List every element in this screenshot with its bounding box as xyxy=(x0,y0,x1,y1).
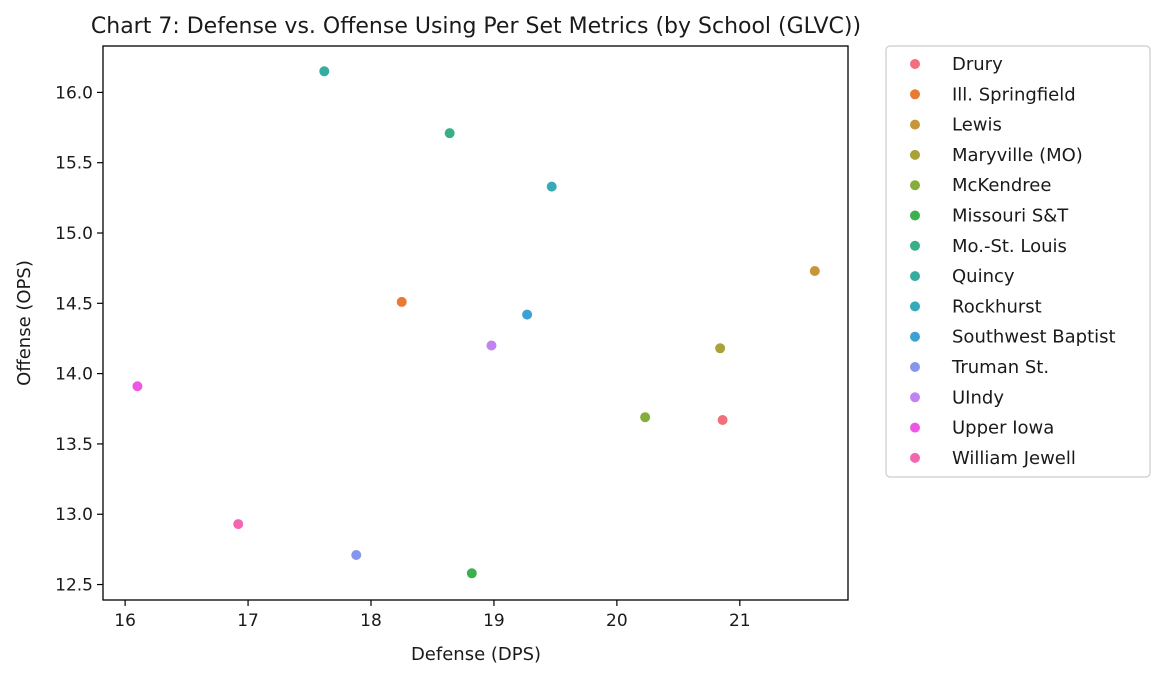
legend-label: McKendree xyxy=(952,175,1051,196)
x-tick-label: 17 xyxy=(237,611,259,631)
legend-marker xyxy=(909,179,921,191)
legend-marker xyxy=(909,240,921,252)
y-tick-label: 14.5 xyxy=(55,294,93,314)
legend-label: Mo.-St. Louis xyxy=(952,236,1067,257)
data-point xyxy=(639,411,651,423)
y-tick-label: 12.5 xyxy=(55,576,93,596)
data-point xyxy=(485,339,498,352)
x-axis-label: Defense (DPS) xyxy=(411,644,541,665)
plot-frame xyxy=(102,45,849,601)
y-tick-label: 13.0 xyxy=(55,505,93,525)
legend-marker xyxy=(909,361,921,373)
x-tick-label: 16 xyxy=(114,611,136,631)
x-tick-label: 18 xyxy=(360,611,382,631)
legend-label: Quincy xyxy=(952,266,1015,287)
data-point xyxy=(396,296,408,308)
legend-label: Ill. Springfield xyxy=(952,84,1076,105)
legend-label: Maryville (MO) xyxy=(952,145,1083,166)
y-tick-label: 13.5 xyxy=(55,435,93,455)
legend-label: Upper Iowa xyxy=(952,418,1054,439)
data-point xyxy=(546,181,558,193)
data-points xyxy=(131,65,821,579)
legend-label: Rockhurst xyxy=(952,296,1042,317)
y-tick-label: 16.0 xyxy=(55,83,93,103)
data-point xyxy=(521,308,533,321)
legend-marker xyxy=(909,149,921,161)
x-axis-ticks: 16 17 18 19 20 21 xyxy=(114,600,751,631)
y-axis-ticks: 12.5 13.0 13.5 14.0 14.5 15.0 15.5 16.0 xyxy=(55,83,103,596)
legend-marker xyxy=(909,331,921,343)
legend-label: Missouri S&T xyxy=(952,206,1069,227)
legend: Drury Ill. Springfield Lewis Maryville (MO)… xyxy=(885,45,1151,478)
legend-items: Drury Ill. Springfield Lewis Maryville (MO)… xyxy=(909,54,1116,469)
legend-marker xyxy=(909,118,921,131)
data-point xyxy=(466,567,478,579)
y-tick-label: 15.5 xyxy=(55,154,93,174)
legend-label: UIndy xyxy=(952,387,1004,408)
data-point xyxy=(131,380,144,392)
legend-label: Southwest Baptist xyxy=(952,327,1116,348)
legend-marker xyxy=(909,452,921,464)
legend-marker xyxy=(909,391,921,403)
plot-area: 16 17 18 19 20 21 12.5 13.0 13.5 14.0 14.5 15.0 15.… xyxy=(55,45,849,631)
x-tick-label: 19 xyxy=(483,611,505,631)
chart-title: Chart 7: Defense vs. Offense Using Per S… xyxy=(91,14,861,39)
data-point xyxy=(318,65,330,77)
x-tick-label: 20 xyxy=(606,611,628,631)
data-point xyxy=(232,518,244,530)
data-point xyxy=(717,414,729,426)
y-axis-label: Offense (OPS) xyxy=(14,260,35,386)
legend-marker xyxy=(909,270,921,282)
legend-marker xyxy=(909,88,921,100)
x-tick-label: 21 xyxy=(729,611,751,631)
legend-label: Drury xyxy=(952,54,1003,75)
legend-label: Truman St. xyxy=(951,357,1049,378)
data-point xyxy=(809,265,821,277)
y-tick-label: 15.0 xyxy=(55,224,93,244)
data-point xyxy=(714,342,726,354)
legend-marker xyxy=(909,209,921,222)
legend-marker xyxy=(909,300,921,313)
legend-marker xyxy=(909,58,921,70)
legend-label: Lewis xyxy=(952,115,1002,136)
y-tick-label: 14.0 xyxy=(55,365,93,385)
legend-marker xyxy=(909,422,921,434)
legend-frame xyxy=(885,45,1151,478)
data-point xyxy=(350,549,362,561)
legend-label: William Jewell xyxy=(952,448,1076,469)
data-point xyxy=(444,127,456,139)
